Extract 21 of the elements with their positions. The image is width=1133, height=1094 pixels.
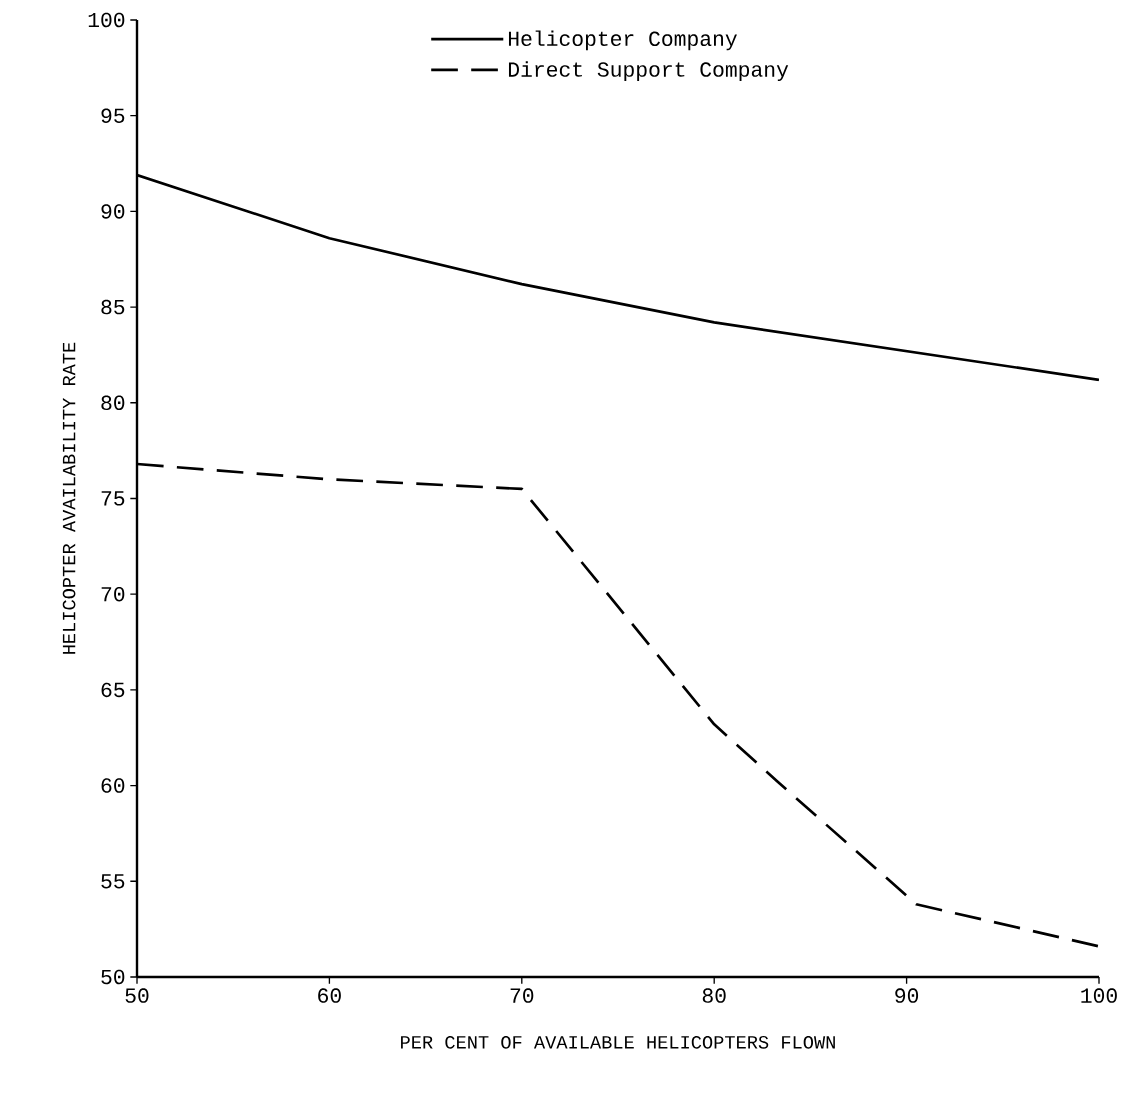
x-tick-label: 100: [1081, 988, 1117, 1003]
y-axis-title: HELICOPTER AVAILABILITY RATE: [62, 342, 76, 654]
legend-label: Helicopter Company: [508, 30, 737, 51]
legend-label: Direct Support Company: [508, 61, 789, 82]
y-tick-label: 75: [101, 491, 125, 506]
x-axis-title: PER CENT OF AVAILABLE HELICOPTERS FLOWN: [401, 1036, 835, 1049]
y-tick-label: 90: [101, 204, 125, 219]
y-tick-label: 85: [101, 299, 125, 315]
y-tick-label: 60: [101, 778, 125, 793]
x-tick-label: 90: [895, 988, 919, 1003]
x-tick-label: 60: [318, 988, 341, 1003]
y-tick-label: 50: [101, 969, 125, 985]
y-tick-label: 80: [101, 395, 125, 411]
y-tick-label: 65: [101, 682, 125, 698]
x-tick-label: 80: [702, 988, 726, 1003]
y-tick-label: 70: [101, 586, 125, 602]
x-tick-label: 50: [125, 988, 149, 1003]
y-tick-label: 100: [88, 12, 125, 28]
y-tick-label: 55: [101, 874, 125, 889]
y-tick-label: 95: [101, 108, 125, 123]
x-tick-label: 70: [510, 988, 534, 1003]
